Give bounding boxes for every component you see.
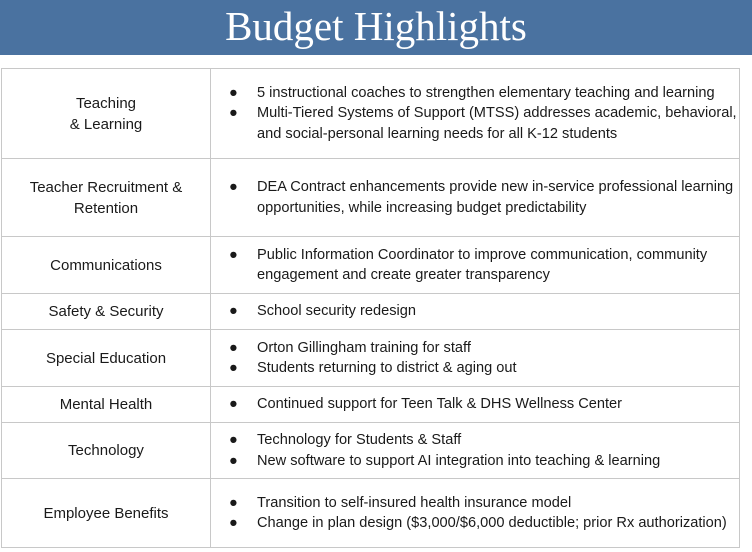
budget-highlights-table: Teaching & Learning ● 5 instructional coac… — [1, 68, 740, 548]
items-cell: ● School security redesign — [210, 293, 740, 330]
table-row: Technology ● Technology for Students & Sta… — [1, 422, 740, 479]
items-cell: ● Technology for Students & Staff ● New sof… — [210, 422, 740, 479]
item-text: Transition to self-insured health insura… — [257, 494, 572, 511]
bullet-icon: ● — [229, 246, 238, 263]
list-item: ● Public Information Coordinator to impro… — [229, 245, 739, 286]
list-item: ● DEA Contract enhancements provide new i… — [229, 177, 739, 218]
bullet-icon: ● — [229, 494, 238, 511]
title-banner — [0, 0, 752, 55]
item-text: Students returning to district & aging o… — [257, 360, 517, 376]
category-label: Safety & Security — [1, 293, 211, 330]
category-label: Teaching & Learning — [1, 68, 211, 159]
list-item: ● Orton Gillingham training for staff — [229, 338, 739, 359]
category-label: Technology — [1, 422, 211, 479]
list-item: ● Change in plan design ($3,000/$6,000 de… — [229, 513, 739, 534]
category-label: Special Education — [1, 329, 211, 387]
bullet-icon: ● — [229, 515, 238, 531]
item-text: Public Information Coordinator to improv… — [257, 246, 708, 284]
list-item: ● New software to support AI integration … — [229, 451, 739, 472]
table-row: Special Education ● Orton Gillingham train… — [1, 329, 740, 387]
list-item: ● Continued support for Teen Talk & DHS W… — [229, 394, 739, 415]
items-cell: ● Transition to self-insured health insur… — [210, 478, 740, 548]
items-cell: ● 5 instructional coaches to strengthen e… — [210, 68, 740, 159]
category-label: Communications — [1, 236, 211, 294]
table-row: Teaching & Learning ● 5 instructional coac… — [1, 68, 740, 159]
bullet-icon: ● — [229, 303, 238, 320]
bullet-icon: ● — [229, 84, 238, 101]
item-text: Change in plan design ($3,000/$6,000 ded… — [257, 515, 727, 531]
table-row: Teacher Recruitment & Retention ● DEA Cont… — [1, 158, 740, 237]
items-cell: ● Continued support for Teen Talk & DHS W… — [210, 386, 740, 423]
category-label: Teacher Recruitment & Retention — [1, 158, 211, 237]
list-item: ● Transition to self-insured health insur… — [229, 493, 739, 514]
table-row: Communications ● Public Information Coordi… — [1, 236, 740, 294]
bullet-icon: ● — [229, 179, 238, 195]
page-title: Budget Highlights — [225, 3, 527, 49]
item-text: New software to support AI integration i… — [257, 452, 661, 469]
list-item: ● Students returning to district & aging … — [229, 358, 739, 379]
item-text: Continued support for Teen Talk & DHS We… — [257, 396, 623, 413]
category-label: Mental Health — [1, 386, 211, 423]
items-cell: ● DEA Contract enhancements provide new i… — [210, 158, 740, 237]
item-text: DEA Contract enhancements provide new in… — [257, 179, 734, 216]
bullet-icon: ● — [229, 432, 238, 448]
list-item: ● Technology for Students & Staff — [229, 430, 739, 451]
bullet-icon: ● — [229, 105, 238, 122]
bullet-icon: ● — [229, 339, 238, 356]
bullet-icon: ● — [229, 396, 238, 413]
table-row: Safety & Security ● School security redesi… — [1, 293, 740, 330]
list-item: ● School security redesign — [229, 301, 739, 322]
items-cell: ● Orton Gillingham training for staff ● Stu… — [210, 329, 740, 387]
list-item: ● Multi-Tiered Systems of Support (MTSS) … — [229, 103, 739, 144]
item-text: Orton Gillingham training for staff — [257, 339, 471, 356]
bullet-icon: ● — [229, 452, 238, 469]
bullet-icon: ● — [229, 360, 238, 376]
item-text: Technology for Students & Staff — [257, 432, 462, 448]
items-cell: ● Public Information Coordinator to impro… — [210, 236, 740, 294]
category-label: Employee Benefits — [1, 478, 211, 548]
table-row: Employee Benefits ● Transition to self-ins… — [1, 478, 740, 548]
table-row: Mental Health ● Continued support for Teen… — [1, 386, 740, 423]
item-text: Multi-Tiered Systems of Support (MTSS) a… — [257, 105, 737, 142]
item-text: School security redesign — [257, 303, 416, 320]
list-item: ● 5 instructional coaches to strengthen e… — [229, 83, 739, 104]
item-text: 5 instructional coaches to strengthen el… — [257, 84, 715, 101]
